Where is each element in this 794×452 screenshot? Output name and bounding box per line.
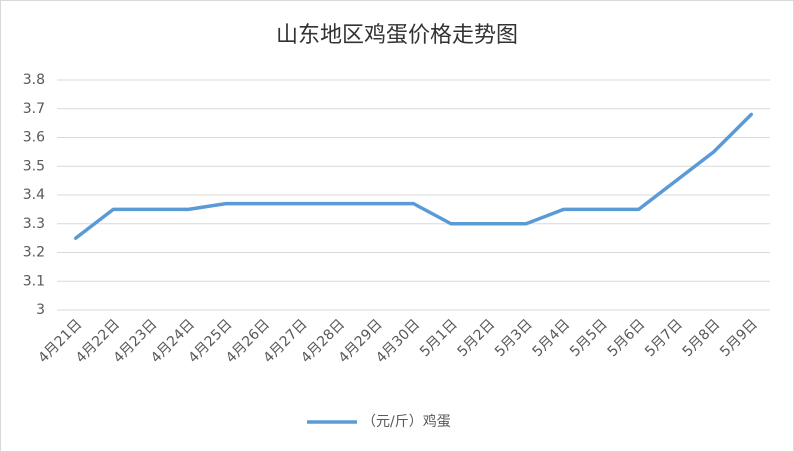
y-tick-label: 3.5 bbox=[23, 158, 45, 174]
y-tick-label: 3.8 bbox=[23, 72, 45, 88]
legend-label: （元/斤）鸡蛋 bbox=[362, 413, 451, 430]
y-tick-label: 3.2 bbox=[23, 245, 45, 261]
y-tick-label: 3.6 bbox=[23, 130, 45, 146]
y-tick-label: 3 bbox=[36, 302, 45, 318]
y-tick-label: 3.1 bbox=[23, 273, 45, 289]
y-tick-label: 3.7 bbox=[23, 101, 45, 117]
y-tick-label: 3.3 bbox=[23, 216, 45, 232]
line-series bbox=[74, 112, 753, 240]
y-tick-label: 3.4 bbox=[23, 187, 45, 203]
chart-title: 山东地区鸡蛋价格走势图 bbox=[276, 23, 518, 48]
